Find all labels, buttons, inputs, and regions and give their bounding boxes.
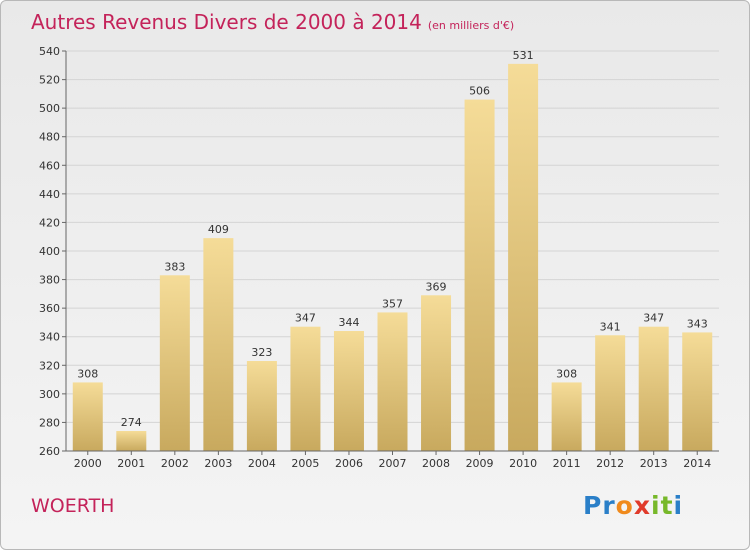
bar-2003 xyxy=(203,238,234,451)
axes xyxy=(62,50,719,455)
bar-2008 xyxy=(421,295,452,451)
bar-2004 xyxy=(246,361,277,451)
y-tick-label-440: 440 xyxy=(39,188,60,201)
y-tick-label-480: 480 xyxy=(39,131,60,144)
x-tick-label-2014: 2014 xyxy=(683,457,711,470)
x-tick-label-2009: 2009 xyxy=(466,457,494,470)
y-tick-label-360: 360 xyxy=(39,302,60,315)
logo-letter: i xyxy=(651,491,661,520)
x-tick-label-2004: 2004 xyxy=(248,457,276,470)
x-tick-label-2000: 2000 xyxy=(74,457,102,470)
x-tick-label-2002: 2002 xyxy=(161,457,189,470)
x-tick-label-2010: 2010 xyxy=(509,457,537,470)
value-label-2007: 357 xyxy=(382,297,403,310)
x-tick-label-2006: 2006 xyxy=(335,457,363,470)
proxiti-logo[interactable]: Proxiti xyxy=(583,491,683,520)
bar-2010 xyxy=(508,63,539,451)
y-tick-label-500: 500 xyxy=(39,102,60,115)
y-tick-label-380: 380 xyxy=(39,274,60,287)
x-tick-label-2001: 2001 xyxy=(117,457,145,470)
x-tick-label-2011: 2011 xyxy=(553,457,581,470)
bar-2012 xyxy=(595,335,626,451)
value-label-2001: 274 xyxy=(121,416,142,429)
y-tick-label-420: 420 xyxy=(39,216,60,229)
x-tick-label-2003: 2003 xyxy=(204,457,232,470)
labels: 260 280 300 320 340 360 380 400 420 440 460 480 500 5… xyxy=(39,45,711,470)
y-tick-label-520: 520 xyxy=(39,74,60,87)
value-label-2011: 308 xyxy=(556,367,577,380)
value-label-2005: 347 xyxy=(295,312,316,325)
value-label-2006: 344 xyxy=(338,316,359,329)
value-label-2008: 369 xyxy=(426,280,447,293)
logo-letter: i xyxy=(673,491,684,520)
value-label-2012: 341 xyxy=(600,320,621,333)
title-block: Autres Revenus Divers de 2000 à 2014 (en … xyxy=(31,10,514,34)
logo-letter: t xyxy=(660,491,674,520)
bar-2000 xyxy=(72,382,103,451)
y-tick-label-340: 340 xyxy=(39,331,60,344)
y-tick-label-280: 280 xyxy=(39,416,60,429)
x-tick-label-2012: 2012 xyxy=(596,457,624,470)
value-label-2009: 506 xyxy=(469,85,490,98)
town-name: WOERTH xyxy=(31,495,115,517)
logo-letter: P xyxy=(583,491,603,520)
value-label-2013: 347 xyxy=(643,312,664,325)
chart-unit: (en milliers d'€) xyxy=(427,19,515,32)
logo-letter: o xyxy=(615,491,634,520)
bar-2013 xyxy=(638,326,669,451)
x-tick-label-2005: 2005 xyxy=(291,457,319,470)
chart-title: Autres Revenus Divers de 2000 à 2014 xyxy=(31,10,422,34)
bar-2002 xyxy=(159,275,190,451)
x-tick-label-2008: 2008 xyxy=(422,457,450,470)
y-tick-label-540: 540 xyxy=(39,45,60,58)
x-tick-label-2013: 2013 xyxy=(640,457,668,470)
y-tick-label-260: 260 xyxy=(39,445,60,458)
value-label-2000: 308 xyxy=(77,367,98,380)
bars xyxy=(72,63,713,452)
bar-2011 xyxy=(551,382,582,451)
bar-2009 xyxy=(464,99,495,452)
bar-2006 xyxy=(333,331,364,451)
logo-letter: x xyxy=(633,491,651,520)
y-tick-label-320: 320 xyxy=(39,359,60,372)
x-tick-label-2007: 2007 xyxy=(379,457,407,470)
bar-2005 xyxy=(290,326,321,451)
bar-2007 xyxy=(377,312,408,451)
bar-2001 xyxy=(116,431,147,451)
y-tick-label-400: 400 xyxy=(39,245,60,258)
value-label-2010: 531 xyxy=(513,49,534,62)
logo-letter: r xyxy=(602,491,616,520)
y-tick-label-300: 300 xyxy=(39,388,60,401)
value-label-2014: 343 xyxy=(687,317,708,330)
bar-2014 xyxy=(682,332,713,451)
value-label-2004: 323 xyxy=(251,346,272,359)
value-label-2002: 383 xyxy=(164,260,185,273)
y-tick-label-460: 460 xyxy=(39,159,60,172)
value-label-2003: 409 xyxy=(208,223,229,236)
